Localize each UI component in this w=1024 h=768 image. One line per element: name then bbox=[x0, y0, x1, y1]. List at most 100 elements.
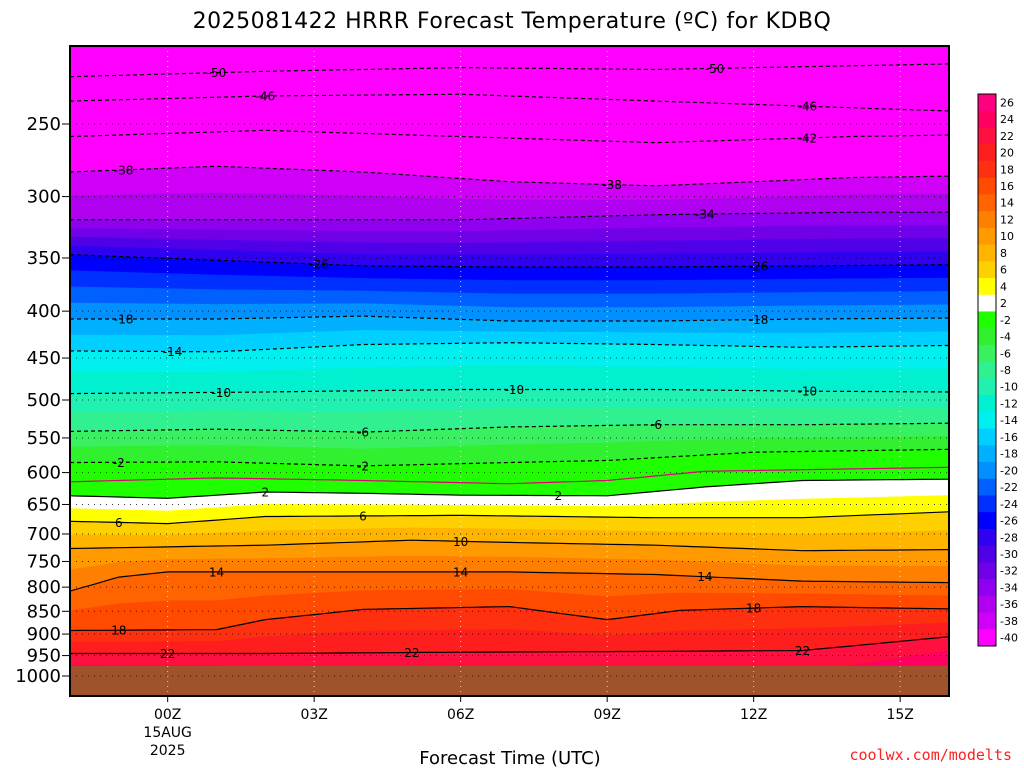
isotherm-labels: -50 -50-46-46-42-38-38-34-26 -26-18 -18-14-… bbox=[111, 62, 818, 661]
y-tick-label: 350 bbox=[27, 248, 61, 269]
colorbar-label: -20 bbox=[1000, 464, 1018, 477]
isotherm-label: 22 bbox=[404, 646, 419, 660]
colorbar-swatch bbox=[978, 445, 996, 463]
colorbar-label: -4 bbox=[1000, 331, 1011, 344]
colorbar-swatch bbox=[978, 495, 996, 513]
y-tick-label: 250 bbox=[27, 114, 61, 135]
isotherm-label: 22 bbox=[795, 644, 810, 658]
colorbar-label: 12 bbox=[1000, 213, 1014, 226]
colorbar-swatch bbox=[978, 595, 996, 614]
colorbar-label: -26 bbox=[1000, 515, 1018, 528]
colorbar-swatch bbox=[978, 562, 996, 580]
colorbar-swatch bbox=[978, 144, 996, 162]
isotherm-line bbox=[70, 466, 949, 485]
isotherm-label: -2 bbox=[357, 459, 369, 473]
colorbar-label: -38 bbox=[1000, 615, 1018, 628]
colorbar-swatch bbox=[978, 478, 996, 496]
credit-text: coolwx.com/modelts bbox=[849, 746, 1012, 764]
y-tick-label: 800 bbox=[27, 577, 61, 598]
x-tick-date: 15AUG bbox=[143, 725, 192, 741]
y-tick-label: 450 bbox=[27, 348, 61, 369]
colorbar-swatch bbox=[978, 127, 996, 145]
isotherm-line bbox=[70, 636, 949, 655]
isotherm-label: -38 bbox=[602, 178, 622, 192]
isotherm-label: -26 bbox=[309, 258, 329, 272]
colorbar-label: 10 bbox=[1000, 230, 1014, 243]
y-tick-label: 900 bbox=[27, 624, 61, 645]
isotherm-label: -10 bbox=[798, 385, 818, 399]
isotherm-label: -18 bbox=[749, 313, 769, 327]
colorbar-swatch bbox=[978, 311, 996, 329]
isotherm-line bbox=[70, 571, 949, 592]
colorbar-label: 2 bbox=[1000, 297, 1007, 310]
colorbar-label: 26 bbox=[1000, 96, 1014, 109]
y-tick-label: 600 bbox=[27, 463, 61, 484]
isotherm-label: -10 bbox=[505, 383, 525, 397]
chart-title: 2025081422 HRRR Forecast Temperature (ºC… bbox=[193, 9, 832, 34]
colorbar-swatch bbox=[978, 94, 996, 112]
colorbar-swatch bbox=[978, 528, 996, 547]
x-tick-label: 06Z bbox=[447, 707, 474, 723]
colorbar-swatch bbox=[978, 160, 996, 179]
colorbar-label: -14 bbox=[1000, 414, 1018, 427]
colorbar-swatch bbox=[978, 411, 996, 430]
isotherm-label: -6 bbox=[650, 418, 662, 432]
x-tick-label: 09Z bbox=[593, 707, 620, 723]
colorbar-label: -24 bbox=[1000, 498, 1018, 511]
colorbar-swatch bbox=[978, 227, 996, 246]
colorbar-label: -22 bbox=[1000, 481, 1018, 494]
isotherm-label: -42 bbox=[798, 131, 818, 145]
x-tick-label: 15Z bbox=[886, 707, 913, 723]
colorbar-swatch bbox=[978, 361, 996, 379]
colorbar-swatch bbox=[978, 512, 996, 530]
isotherm-label: 10 bbox=[453, 535, 468, 549]
colorbar-swatch bbox=[978, 211, 996, 229]
isotherm-label: -50 bbox=[705, 62, 725, 76]
colorbar-label: -6 bbox=[1000, 347, 1011, 360]
isotherm-line bbox=[70, 511, 949, 525]
colorbar-swatch bbox=[978, 194, 996, 212]
y-tick-label: 750 bbox=[27, 551, 61, 572]
isotherm-label: -38 bbox=[114, 163, 134, 177]
x-axis-label: Forecast Time (UTC) bbox=[419, 748, 600, 768]
isotherm-label: 2 bbox=[262, 486, 270, 500]
colorbar-label: -12 bbox=[1000, 397, 1018, 410]
isotherm-line bbox=[70, 605, 949, 632]
colorbar-label: 14 bbox=[1000, 197, 1014, 210]
colorbar-swatch bbox=[978, 545, 996, 563]
y-tick-label: 1000 bbox=[15, 666, 61, 687]
y-tick-label: 650 bbox=[27, 494, 61, 515]
isotherm-label: 14 bbox=[453, 565, 468, 579]
y-tick-label: 500 bbox=[27, 390, 61, 411]
colorbar-label: -10 bbox=[1000, 381, 1018, 394]
y-tick-label: 300 bbox=[27, 187, 61, 208]
colorbar-label: -8 bbox=[1000, 364, 1011, 377]
y-tick-label: 700 bbox=[27, 524, 61, 545]
isotherm-label: 14 bbox=[697, 570, 712, 584]
colorbar-label: -16 bbox=[1000, 431, 1018, 444]
colorbar-label: 18 bbox=[1000, 163, 1014, 176]
colorbar-swatch bbox=[978, 278, 996, 296]
isotherm-lines bbox=[70, 63, 949, 655]
colorbar-swatch bbox=[978, 428, 996, 446]
colorbar-label: 22 bbox=[1000, 130, 1014, 143]
isotherm-label: -18 bbox=[114, 313, 134, 327]
colorbar-swatch bbox=[978, 378, 996, 396]
colorbar-label: 16 bbox=[1000, 180, 1014, 193]
plot-area: -50 -50-46-46-42-38-38-34-26 -26-18 -18-14-… bbox=[70, 46, 949, 696]
colorbar-label: -28 bbox=[1000, 531, 1018, 544]
temperature-bands bbox=[70, 46, 949, 696]
grid-lines bbox=[70, 46, 949, 696]
isotherm-label: -50 bbox=[207, 66, 227, 80]
isotherm-label: 18 bbox=[111, 624, 126, 638]
y-tick-label: 850 bbox=[27, 601, 61, 622]
colorbar-label: -40 bbox=[1000, 632, 1018, 645]
colorbar-swatch bbox=[978, 395, 996, 413]
ground-layer bbox=[70, 665, 949, 696]
colorbar-swatch bbox=[978, 261, 996, 279]
colorbar-swatch bbox=[978, 612, 996, 630]
colorbar-label: -18 bbox=[1000, 448, 1018, 461]
colorbar-label: 24 bbox=[1000, 113, 1014, 126]
x-tick-label: 03Z bbox=[300, 707, 327, 723]
